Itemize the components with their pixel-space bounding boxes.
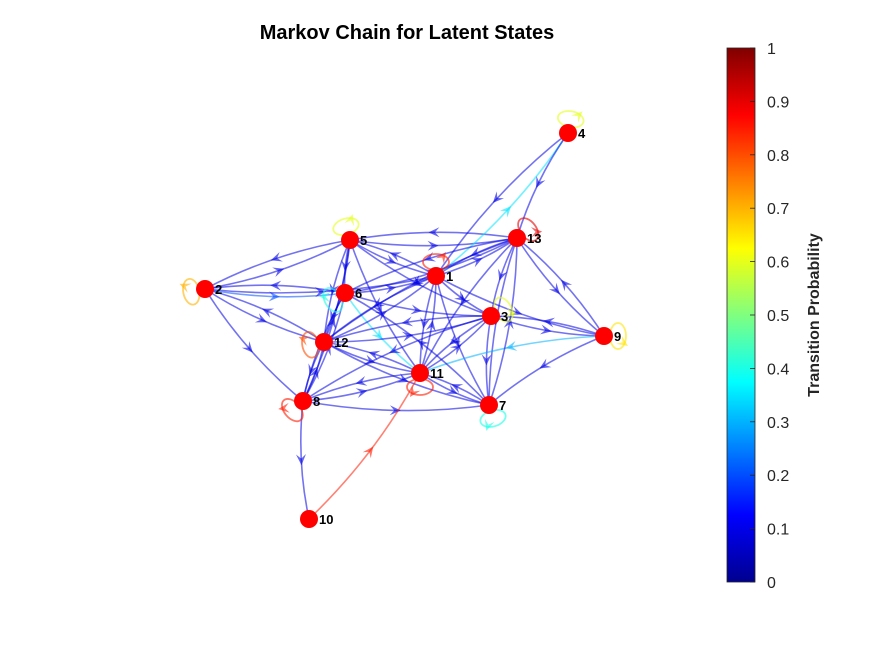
colorbar-label: Transition Probability bbox=[806, 233, 823, 397]
node-label: 2 bbox=[215, 282, 222, 297]
node-3: 3 bbox=[482, 307, 508, 325]
colorbar-tick-label: 0.4 bbox=[767, 361, 789, 378]
node-9: 9 bbox=[595, 327, 621, 345]
node-label: 8 bbox=[313, 394, 320, 409]
node-11: 11 bbox=[411, 364, 444, 382]
node-12: 12 bbox=[315, 333, 348, 351]
edge-9-to-7 bbox=[488, 335, 605, 406]
edge-11-to-1 bbox=[419, 275, 437, 374]
colorbar-tick-label: 1 bbox=[767, 41, 776, 58]
colorbar-tick-label: 0.6 bbox=[767, 255, 789, 272]
node-marker bbox=[559, 124, 577, 142]
node-label: 9 bbox=[614, 329, 621, 344]
edge-1-to-11 bbox=[419, 275, 437, 374]
edge-5-to-11 bbox=[349, 239, 421, 374]
node-2: 2 bbox=[196, 280, 222, 298]
colorbar-tick-label: 0.2 bbox=[767, 468, 789, 485]
node-label: 1 bbox=[446, 269, 453, 284]
edge-3-to-12 bbox=[323, 315, 492, 343]
node-marker bbox=[482, 307, 500, 325]
edge-1-to-5 bbox=[349, 239, 437, 277]
edge-2-to-5 bbox=[204, 239, 351, 290]
edge-11-to-3 bbox=[419, 315, 492, 374]
node-label: 7 bbox=[499, 398, 506, 413]
node-5: 5 bbox=[341, 231, 367, 249]
edges-layer bbox=[204, 132, 605, 520]
node-marker bbox=[480, 396, 498, 414]
edge-6-to-11 bbox=[344, 292, 421, 374]
edge-2-to-8 bbox=[204, 288, 304, 402]
node-label: 4 bbox=[578, 126, 586, 141]
edge-8-to-7 bbox=[302, 400, 490, 416]
colorbar-tick-label: 0.9 bbox=[767, 94, 789, 111]
node-1: 1 bbox=[427, 267, 453, 285]
node-label: 13 bbox=[527, 231, 541, 246]
edge-12-to-1 bbox=[323, 275, 437, 343]
edge-1-to-13 bbox=[435, 237, 518, 277]
edge-3-to-7 bbox=[481, 315, 492, 406]
chart-title: Markov Chain for Latent States bbox=[260, 22, 555, 44]
edge-12-to-7 bbox=[323, 341, 490, 406]
node-label: 5 bbox=[360, 233, 367, 248]
node-marker bbox=[595, 327, 613, 345]
node-4: 4 bbox=[559, 124, 586, 142]
edge-1-to-3 bbox=[435, 275, 492, 317]
colorbar-tick-label: 0.5 bbox=[767, 308, 789, 325]
colorbar-tick-label: 0.8 bbox=[767, 148, 789, 165]
edge-13-to-5 bbox=[349, 227, 518, 241]
edge-5-to-2 bbox=[204, 239, 351, 290]
node-label: 3 bbox=[501, 309, 508, 324]
edge-4-to-13 bbox=[516, 132, 569, 239]
edge-2-to-1 bbox=[204, 275, 437, 298]
edge-8-to-12 bbox=[302, 341, 325, 402]
edge-1-to-9 bbox=[435, 275, 605, 337]
node-marker bbox=[427, 267, 445, 285]
edge-13-to-11 bbox=[419, 237, 518, 374]
edge-11-to-8 bbox=[302, 372, 421, 402]
edge-2-to-12 bbox=[204, 288, 325, 343]
edge-11-to-12 bbox=[323, 341, 421, 374]
edge-8-to-11 bbox=[302, 372, 421, 402]
node-marker bbox=[294, 392, 312, 410]
node-8: 8 bbox=[294, 392, 320, 410]
node-marker bbox=[411, 364, 429, 382]
edge-12-to-2 bbox=[204, 288, 325, 343]
node-6: 6 bbox=[336, 284, 362, 302]
node-13: 13 bbox=[508, 229, 541, 247]
node-label: 12 bbox=[334, 335, 348, 350]
edge-13-to-12 bbox=[323, 237, 518, 343]
edge-9-to-13 bbox=[516, 237, 605, 337]
node-marker bbox=[336, 284, 354, 302]
colorbar-tick-label: 0.3 bbox=[767, 415, 789, 432]
node-marker bbox=[315, 333, 333, 351]
edge-13-to-9 bbox=[516, 237, 605, 337]
edge-4-to-1 bbox=[435, 132, 569, 277]
edge-6-to-2 bbox=[204, 280, 346, 294]
edge-9-to-3 bbox=[490, 315, 605, 337]
node-marker bbox=[341, 231, 359, 249]
node-marker bbox=[508, 229, 526, 247]
edge-2-to-6 bbox=[204, 288, 346, 302]
node-marker bbox=[300, 510, 318, 528]
colorbar-tick-label: 0.1 bbox=[767, 522, 789, 539]
colorbar-tick-label: 0.7 bbox=[767, 201, 789, 218]
node-label: 11 bbox=[430, 366, 444, 381]
node-label: 6 bbox=[355, 286, 362, 301]
edge-7-to-6 bbox=[344, 292, 490, 406]
colorbar-ticks: 0 0.1 0.2 0.3 0.4 0.5 0.6 0.7 0.8 0.9 1 bbox=[750, 41, 789, 592]
node-10: 10 bbox=[300, 510, 333, 528]
colorbar: 0 0.1 0.2 0.3 0.4 0.5 0.6 0.7 0.8 0.9 1 Transition… bbox=[726, 41, 823, 592]
edge-10-to-11 bbox=[308, 372, 421, 520]
node-7: 7 bbox=[480, 396, 506, 414]
edge-12-to-8 bbox=[302, 341, 325, 402]
node-marker bbox=[196, 280, 214, 298]
edge-5-to-13 bbox=[349, 237, 518, 251]
edge-3-to-11 bbox=[419, 315, 492, 374]
edge-9-to-11 bbox=[419, 335, 605, 374]
edge-13-to-6 bbox=[344, 237, 518, 294]
colorbar-tick-label: 0 bbox=[767, 575, 776, 592]
node-label: 10 bbox=[319, 512, 333, 527]
